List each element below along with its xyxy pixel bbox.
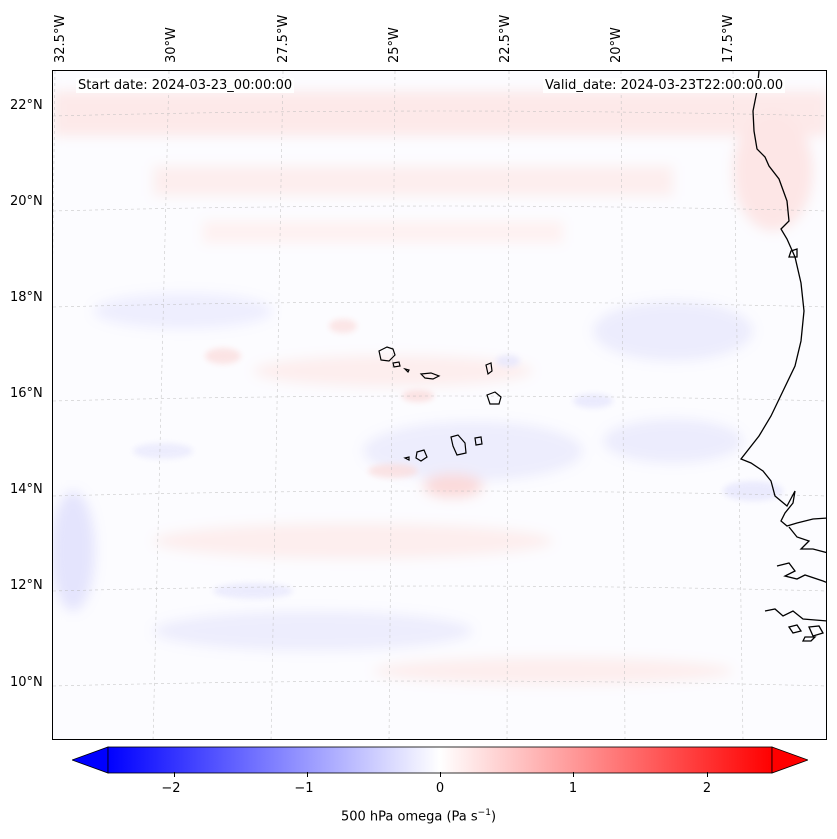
lon-label: 17.5°W [721,14,736,63]
colorbar-label-sup: −1 [477,808,491,818]
lat-label: 18°N [10,290,43,305]
lon-label: 22.5°W [498,14,513,63]
colorbar-tick-label: 1 [568,781,578,796]
island-brava [403,456,410,461]
island-maio [474,436,483,446]
colorbar-extend-left [70,746,109,774]
island-fogo [415,449,428,462]
island-santiago [450,434,467,456]
lat-label: 12°N [10,578,43,593]
lat-label: 10°N [10,675,43,690]
lon-label: 20°W [609,27,624,63]
colorbar-label-end: ) [490,809,497,825]
lon-label: 32.5°W [53,14,68,63]
africa-coastline [739,71,826,642]
colorbar-label: 500 hPa omega (Pa s−1) [0,808,837,824]
island-sao-vicente [392,361,401,368]
colorbar-tick [174,772,175,777]
lon-label: 30°W [164,27,179,63]
cape-verde-islands [378,346,502,462]
colorbar-tick-label: −1 [294,781,314,796]
colorbar-tick-label: −2 [161,781,181,796]
lat-label: 14°N [10,482,43,497]
start-date-label: Start date: 2024-03-23_00:00:00 [76,78,295,93]
island-boa-vista [486,391,502,405]
lon-label: 25°W [387,27,402,63]
lat-label: 22°N [10,98,43,113]
map-canvas [53,71,826,739]
island-santa-luzia [403,367,410,374]
island-sao-nicolau [419,372,441,380]
colorbar-tick [440,772,441,777]
lon-label: 27.5°W [276,14,291,63]
island-sal [485,362,493,376]
gridlines [53,71,826,739]
lat-label: 20°N [10,194,43,209]
colorbar-tick-label: 0 [435,781,445,796]
colorbar-tick [307,772,308,777]
colorbar-tick-label: 2 [702,781,712,796]
colorbar-svg [70,746,810,774]
omega-field-detail [133,319,783,599]
colorbar-tick [707,772,708,777]
colorbar-label-text: 500 hPa omega (Pa s [340,809,478,825]
colorbar [70,746,810,774]
island-santo-antao [378,346,396,362]
lat-label: 16°N [10,386,43,401]
colorbar-gradient [107,746,773,774]
colorbar-extend-right [771,746,810,774]
map-panel[interactable] [52,70,827,740]
valid-date-label: Valid_date: 2024-03-23T22:00:00.00 [543,78,786,93]
omega-field [53,71,826,739]
colorbar-tick [573,772,574,777]
